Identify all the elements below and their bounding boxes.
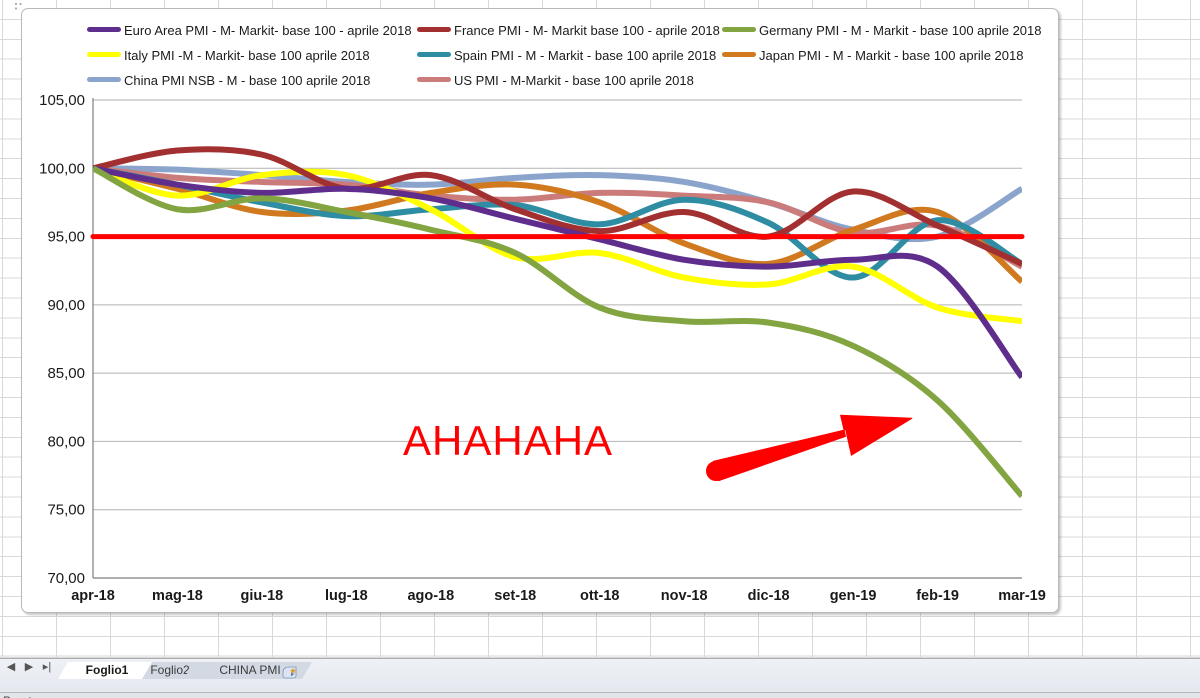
svg-text:apr-18: apr-18 bbox=[71, 588, 115, 604]
svg-text:75,00: 75,00 bbox=[47, 502, 85, 519]
svg-text:gen-19: gen-19 bbox=[830, 588, 877, 604]
svg-text:85,00: 85,00 bbox=[47, 365, 85, 382]
svg-text:feb-19: feb-19 bbox=[916, 588, 959, 604]
svg-text:lug-18: lug-18 bbox=[325, 588, 368, 604]
svg-text:105,00: 105,00 bbox=[39, 92, 85, 109]
svg-text:giu-18: giu-18 bbox=[241, 588, 284, 604]
svg-text:AHAHAHA: AHAHAHA bbox=[403, 417, 613, 464]
svg-text:set-18: set-18 bbox=[494, 588, 536, 604]
svg-text:ago-18: ago-18 bbox=[407, 588, 454, 604]
svg-text:100,00: 100,00 bbox=[39, 160, 85, 177]
svg-text:dic-18: dic-18 bbox=[748, 588, 790, 604]
svg-text:90,00: 90,00 bbox=[47, 297, 85, 314]
svg-text:mag-18: mag-18 bbox=[152, 588, 203, 604]
svg-text:70,00: 70,00 bbox=[47, 570, 85, 587]
svg-text:mar-19: mar-19 bbox=[998, 588, 1046, 604]
svg-text:nov-18: nov-18 bbox=[661, 588, 708, 604]
svg-text:80,00: 80,00 bbox=[47, 433, 85, 450]
svg-text:ott-18: ott-18 bbox=[580, 588, 619, 604]
svg-text:95,00: 95,00 bbox=[47, 229, 85, 246]
